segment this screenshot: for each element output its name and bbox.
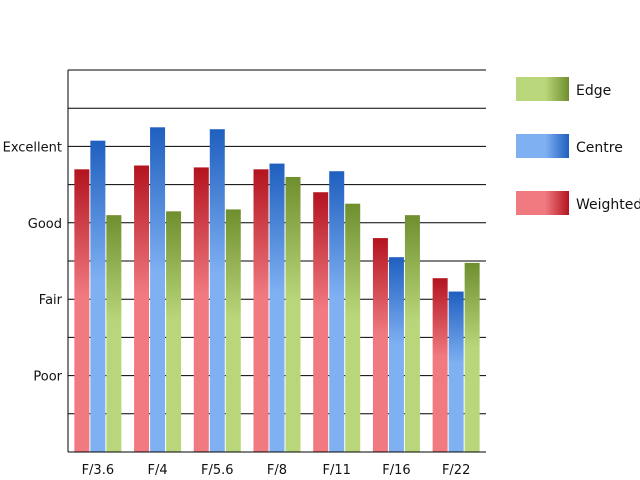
x-tick-label: F/3.6: [82, 463, 115, 478]
x-tick-label: F/5.6: [201, 463, 234, 478]
bar-centre-f56: [209, 129, 225, 452]
bar-edge-f36: [106, 215, 122, 452]
bar-edge-f4: [166, 211, 182, 452]
bar-edge-f56: [225, 209, 241, 452]
bar-centre-f4: [150, 127, 166, 453]
bar-weighted-f4: [134, 165, 150, 452]
bar-edge-f16: [404, 215, 420, 452]
x-tick-label: F/11: [323, 463, 351, 478]
legend-item-weighted: Weighted: [516, 191, 640, 215]
bar-edge-f22: [464, 262, 480, 452]
axes: [67, 69, 486, 453]
y-tick-labels: Poor Fair Good Excellent: [3, 140, 63, 384]
bar-edge-f8: [285, 176, 301, 452]
legend-swatch: [516, 134, 569, 158]
legend-item-edge: Edge: [516, 77, 611, 101]
x-tick-labels: F/3.6 F/4 F/5.6 F/8 F/11 F/16 F/22: [82, 463, 471, 478]
bar-centre-f36: [90, 140, 106, 453]
legend-label: Centre: [576, 140, 623, 156]
bar-centre-f8: [269, 163, 285, 452]
bar-weighted-f11: [313, 192, 329, 453]
bar-centre-f22: [448, 291, 464, 452]
legend-swatch: [516, 191, 569, 215]
bar-weighted-f22: [432, 278, 448, 452]
legend: Edge Centre Weighted: [516, 77, 640, 215]
x-tick-label: F/4: [148, 463, 168, 478]
bars: [74, 127, 480, 453]
legend-swatch: [516, 77, 569, 101]
bar-weighted-f16: [372, 238, 388, 452]
bar-weighted-f8: [253, 169, 269, 452]
y-tick-label: Good: [28, 217, 62, 232]
legend-label: Weighted: [576, 197, 640, 213]
bar-edge-f11: [345, 203, 361, 452]
bar-weighted-f36: [74, 169, 90, 452]
legend-item-centre: Centre: [516, 134, 623, 158]
legend-label: Edge: [576, 83, 611, 99]
y-tick-label: Excellent: [3, 140, 62, 155]
y-tick-label: Poor: [33, 370, 62, 385]
x-tick-label: F/22: [442, 463, 470, 478]
y-tick-label: Fair: [39, 293, 63, 308]
x-tick-label: F/8: [267, 463, 287, 478]
bar-centre-f16: [388, 257, 404, 452]
bar-centre-f11: [329, 171, 345, 453]
x-tick-label: F/16: [382, 463, 410, 478]
bar-weighted-f56: [193, 167, 209, 452]
